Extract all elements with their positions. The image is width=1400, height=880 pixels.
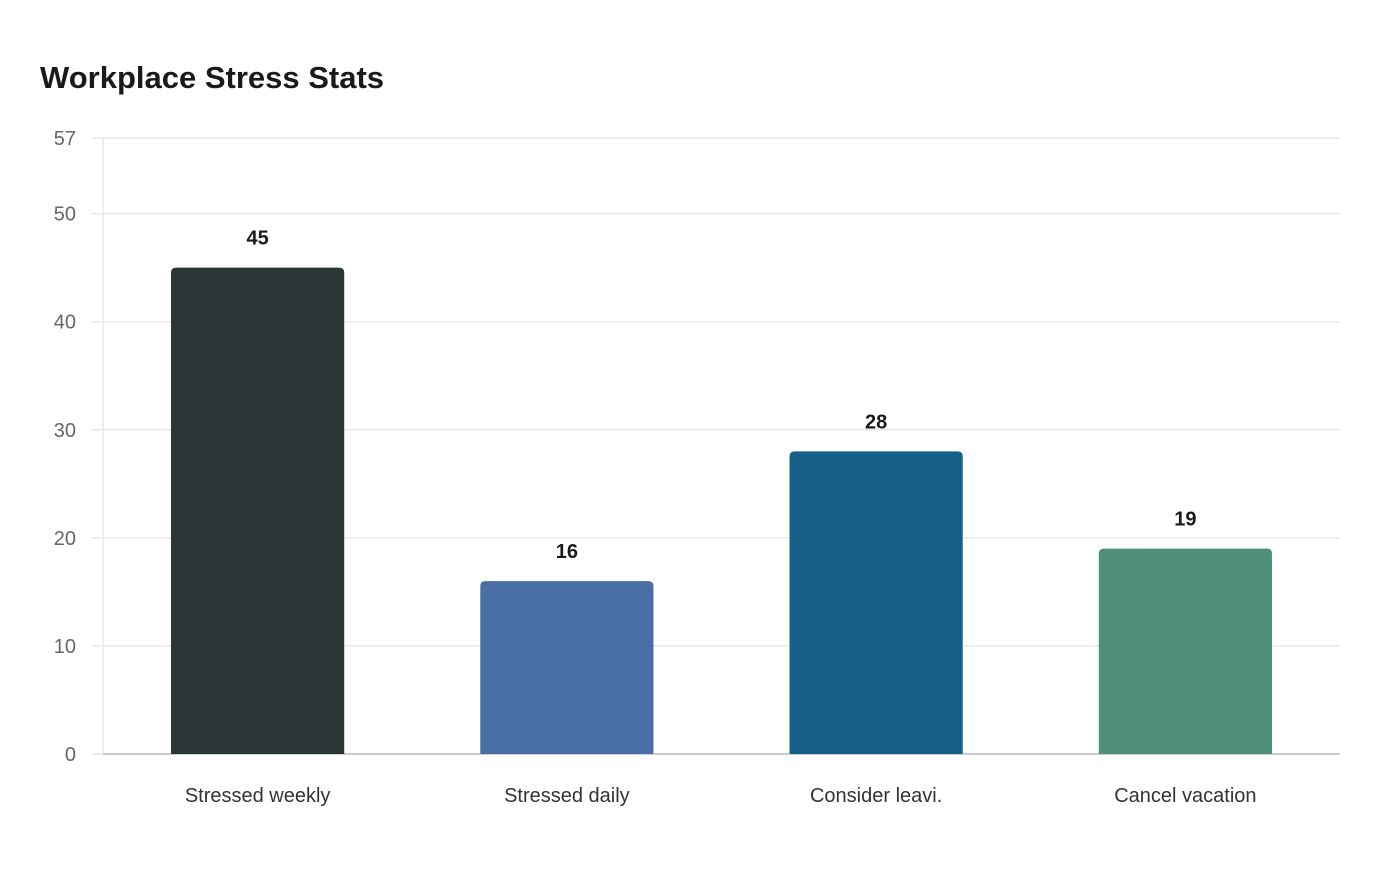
x-tick-label: Stressed weekly	[185, 785, 331, 807]
bar	[789, 451, 963, 754]
bar	[480, 581, 654, 754]
x-tick-label: Cancel vacation	[1114, 785, 1256, 807]
x-tick-label: Consider leavi.	[810, 785, 942, 807]
bars	[171, 267, 1272, 754]
y-tick-label: 50	[54, 204, 76, 226]
bar	[171, 267, 345, 754]
y-tick-label: 57	[54, 128, 76, 150]
y-tick-label: 0	[65, 744, 76, 766]
y-tick-label: 30	[54, 420, 76, 442]
chart-title: Workplace Stress Stats	[40, 60, 385, 95]
y-tick-label: 40	[54, 312, 76, 334]
data-label: 28	[865, 411, 887, 433]
data-label: 16	[556, 541, 578, 563]
data-label: 19	[1174, 509, 1196, 531]
y-tick-label: 20	[54, 528, 76, 550]
labels: 0 10 20 30 40 50 57 45 Stressed weekly 16 Stressed…	[54, 128, 1257, 807]
x-tick-label: Stressed daily	[504, 785, 630, 807]
y-tick-label: 10	[54, 636, 76, 658]
bar	[1098, 548, 1272, 754]
data-label: 45	[247, 228, 269, 250]
